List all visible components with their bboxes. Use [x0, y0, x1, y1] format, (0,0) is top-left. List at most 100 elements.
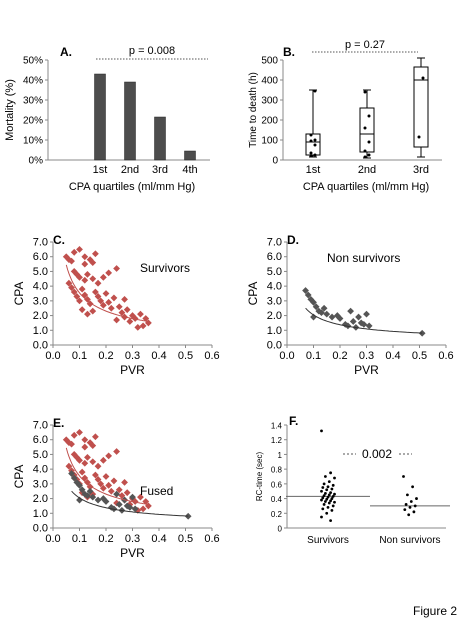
y-tick-label: 200	[261, 116, 278, 127]
scatter-point	[81, 436, 89, 444]
scatter-point	[81, 459, 89, 467]
scatter-point	[70, 248, 78, 256]
trend-line	[305, 307, 423, 334]
dot-data-point	[324, 475, 327, 478]
panel-letter: B.	[283, 45, 295, 59]
scatter-point	[99, 484, 107, 492]
dot-data-point	[333, 476, 336, 480]
dot-data-point	[329, 491, 332, 495]
scatter-point	[113, 316, 120, 324]
y-tick-label: 2.0	[33, 493, 48, 505]
x-tick-label: 0.1	[306, 350, 321, 362]
panel-d-nonsurvivors-scatter: 0.0 1.0 2.0 3.0 4.0 5.0 6.0 7.0 0.0 0.1 0.2 0.3 0.4 0…	[246, 233, 454, 377]
scatter-point	[113, 448, 120, 455]
scatter-point	[131, 315, 139, 322]
y-tick-label: 3.0	[267, 295, 282, 307]
scatter-point	[86, 487, 94, 495]
scatter-point	[99, 273, 107, 281]
scatter-point	[126, 318, 134, 325]
y-tick-label: 7.0	[33, 420, 48, 432]
scatter-point	[328, 313, 336, 321]
x-tick-label: 0.3	[125, 533, 140, 545]
y-tick-label: 7.0	[267, 237, 282, 249]
dot-data-point	[322, 503, 326, 506]
box-data-point	[367, 153, 371, 157]
scatter-point	[131, 505, 139, 513]
x-axis-title: PVR	[120, 546, 145, 560]
box-data-point	[363, 126, 367, 130]
panel-letter: E.	[53, 416, 64, 430]
scatter-point	[84, 270, 91, 278]
scatter-point	[68, 440, 75, 448]
scatter-point	[107, 304, 115, 312]
y-tick-label: 40%	[23, 76, 43, 87]
scatter-point	[89, 493, 97, 501]
box-data-point	[363, 149, 367, 153]
y-tick-label: 1.0	[267, 325, 282, 337]
scatter-point	[129, 493, 136, 501]
scatter-point	[131, 498, 139, 505]
scatter-point	[113, 499, 120, 507]
x-tick-label: 0.6	[438, 350, 453, 362]
scatter-point	[76, 297, 83, 305]
box-data-point	[417, 135, 421, 139]
bar-1st	[94, 73, 106, 161]
x-axis-title: PVR	[354, 363, 379, 377]
scatter-point	[81, 443, 89, 451]
scatter-point	[76, 481, 83, 489]
scatter-point	[347, 307, 354, 315]
scatter-point	[68, 257, 75, 265]
figure-caption: Figure 2	[413, 604, 458, 618]
y-tick-label: 10%	[23, 136, 43, 147]
panel-letter: D.	[287, 233, 299, 247]
panel-f-rc-time-dotplot: 0 0.2 0.4 0.6 0.8 1 1.2 1.4 Survivors Non survivo…	[255, 414, 450, 546]
scatter-point	[310, 298, 317, 306]
scatter-point	[68, 284, 75, 292]
scatter-point	[89, 442, 97, 449]
scatter-point	[126, 504, 134, 511]
dot-data-point	[321, 486, 325, 489]
y-tick-label: 400	[261, 76, 278, 87]
dot-data-point	[330, 487, 334, 491]
y-tick-label: 0	[278, 525, 283, 534]
scatter-point	[99, 301, 107, 309]
dot-data-point	[326, 506, 330, 509]
dot-data-point	[322, 482, 326, 486]
scatter-point	[84, 492, 91, 500]
scatter-point	[81, 253, 89, 261]
panel-letter: C.	[53, 233, 65, 247]
scatter-point	[94, 462, 102, 470]
scatter-point	[81, 260, 89, 268]
x-tick-label: 0.4	[151, 533, 166, 545]
dot-data-point	[402, 475, 405, 478]
dot-data-point	[330, 497, 334, 500]
scatter-point	[139, 505, 147, 513]
y-tick-label: 6.0	[33, 251, 48, 263]
dot-data-point	[327, 501, 331, 505]
trend-label: Survivors	[140, 261, 190, 275]
scatter-point	[123, 306, 131, 314]
trend-line	[71, 490, 189, 517]
scatter-point	[92, 288, 99, 296]
scatter-point	[92, 250, 99, 258]
scatter-point	[81, 291, 89, 299]
scatter-point	[68, 470, 75, 477]
scatter-point	[89, 275, 97, 283]
x-tick-label: 0.0	[45, 350, 60, 362]
dot-data-point	[327, 480, 331, 484]
scatter-point	[336, 315, 344, 322]
panel-e-fused-scatter: 0.0 1.0 2.0 3.0 4.0 5.0 6.0 7.0 0.0 0.1 0.2 0.3 0.4 0…	[12, 416, 220, 560]
box-iqr-1st	[305, 133, 321, 156]
x-tick-label: 0.5	[412, 350, 427, 362]
x-axis-title: PVR	[120, 363, 145, 377]
panel-c-survivors-scatter: 0.0 1.0 2.0 3.0 4.0 5.0 6.0 7.0 0.0 0.1 0.2 0.3 0.4 0…	[12, 233, 220, 377]
dot-data-point	[320, 489, 323, 493]
scatter-point	[86, 300, 94, 308]
scatter-point	[312, 303, 320, 311]
dot-data-point	[329, 519, 332, 523]
y-tick-label: 2.0	[33, 310, 48, 322]
x-tick-label: 0.2	[98, 533, 113, 545]
dot-data-point	[415, 497, 418, 500]
scatter-point	[142, 315, 150, 322]
x-tick-label: 4th	[182, 164, 197, 176]
